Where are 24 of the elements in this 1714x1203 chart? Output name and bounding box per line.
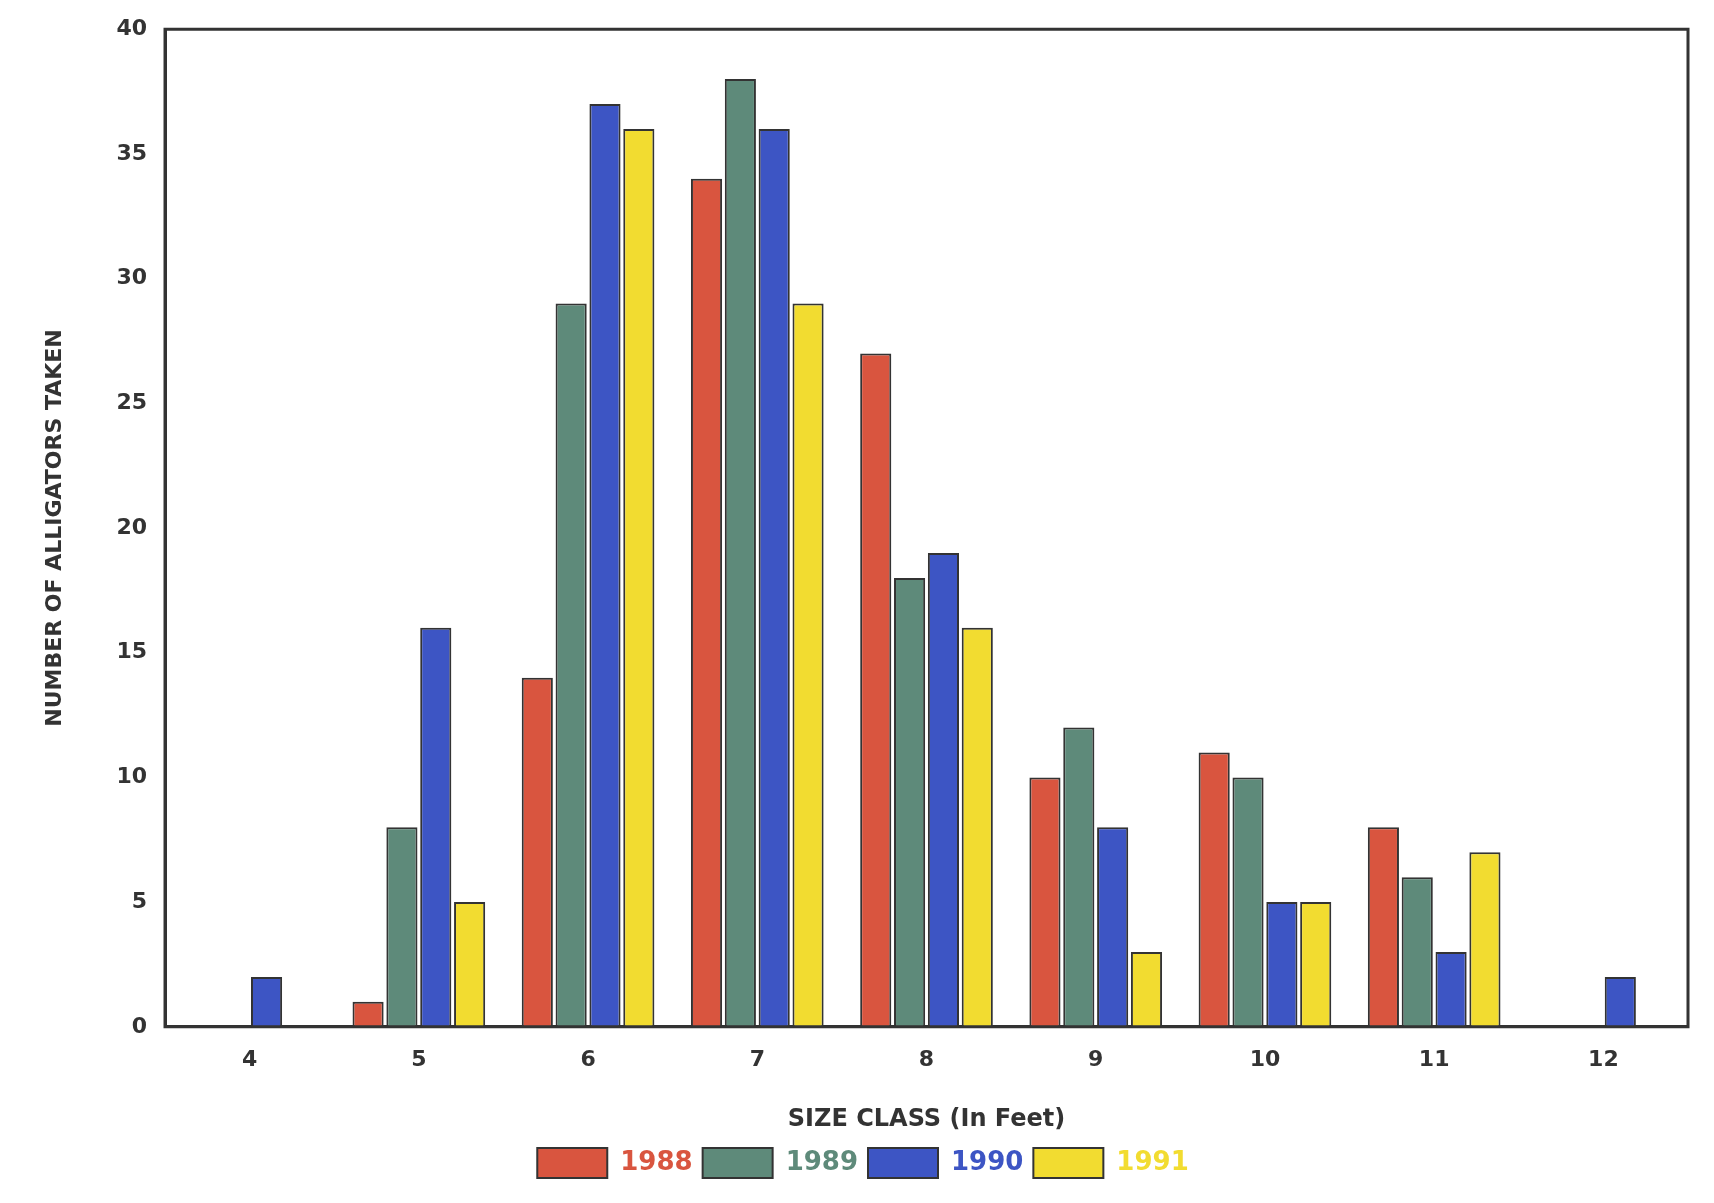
- x-tick-label: 11: [1418, 1045, 1450, 1071]
- x-axis-title: SIZE CLASS (In Feet): [787, 1103, 1066, 1132]
- x-tick-label: 8: [918, 1045, 935, 1071]
- y-tick-label: 25: [116, 389, 148, 415]
- y-tick-label: 40: [116, 14, 148, 40]
- y-tick-label: 20: [116, 513, 148, 539]
- x-tick-label: 9: [1088, 1045, 1104, 1071]
- y-tick-label: 0: [131, 1012, 148, 1038]
- legend-label: 1990: [951, 1145, 1024, 1176]
- x-tick-label: 4: [241, 1045, 258, 1071]
- y-tick-label: 15: [116, 638, 148, 664]
- legend-label: 1989: [785, 1145, 859, 1176]
- x-tick-label: 10: [1249, 1045, 1281, 1071]
- x-tick-label: 12: [1588, 1045, 1619, 1071]
- legend-label: 1988: [620, 1145, 693, 1176]
- y-tick-label: 35: [116, 139, 148, 165]
- y-tick-label: 10: [116, 763, 148, 789]
- x-tick-label: 7: [749, 1045, 765, 1071]
- y-axis-title: NUMBER OF ALLIGATORS TAKEN: [40, 329, 66, 727]
- x-tick-label: 6: [580, 1045, 596, 1071]
- y-tick-label: 30: [116, 264, 148, 290]
- y-tick-label: 5: [131, 887, 148, 913]
- x-tick-label: 5: [411, 1045, 427, 1071]
- legend-label: 1991: [1116, 1145, 1189, 1176]
